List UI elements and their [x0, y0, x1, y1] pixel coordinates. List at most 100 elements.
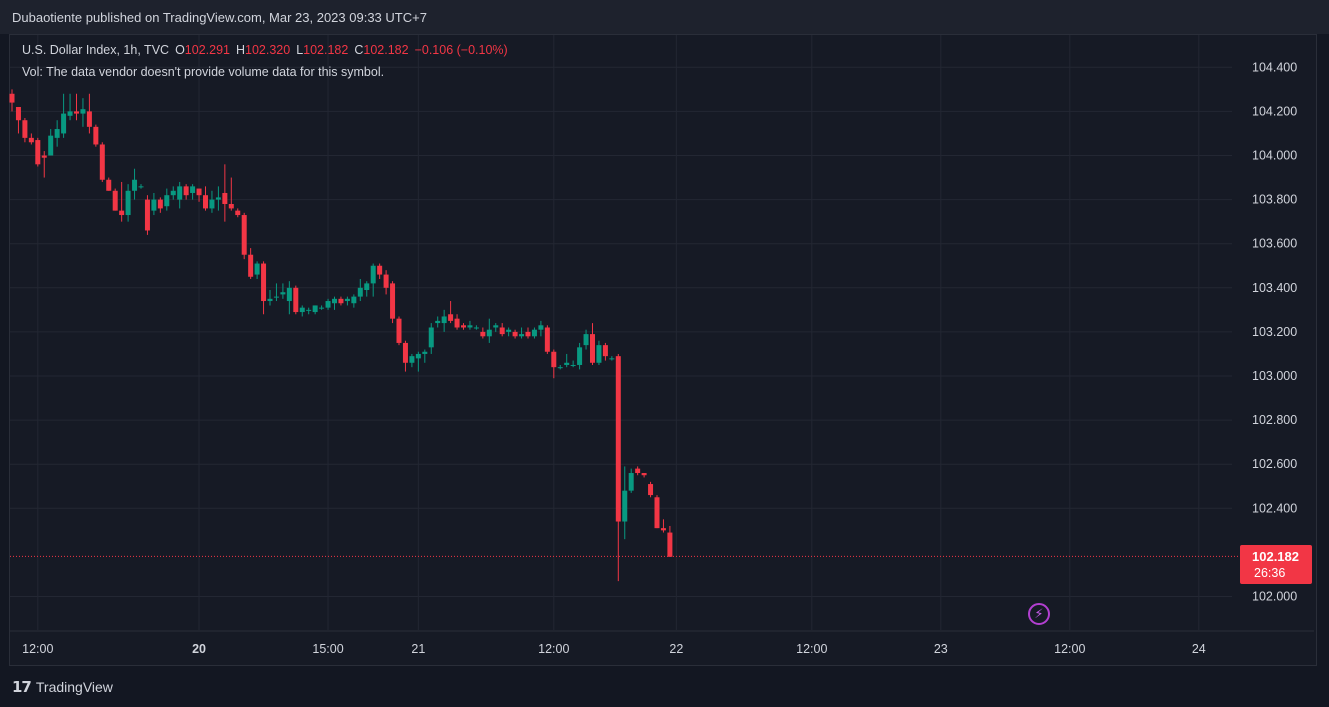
chart-frame[interactable] — [9, 34, 1317, 666]
x-tick-label: 23 — [934, 642, 948, 656]
high-label: H — [235, 43, 246, 57]
x-tick-label: 15:00 — [312, 642, 343, 656]
x-tick-label: 24 — [1192, 642, 1206, 656]
candle-body — [22, 120, 28, 138]
candle-body — [190, 186, 196, 193]
candle-body — [112, 190, 118, 211]
candle-body — [351, 296, 357, 304]
candle-body — [364, 283, 370, 291]
candle-body — [486, 329, 492, 337]
candle-body — [9, 93, 15, 103]
candle-body — [551, 351, 557, 368]
candle-body — [344, 298, 350, 302]
candle-body — [577, 347, 583, 365]
tradingview-brand[interactable]: 𝟭𝟳 TradingView — [12, 678, 113, 696]
candle-body — [544, 327, 550, 352]
lightning-icon[interactable]: ⚡ — [1028, 603, 1050, 625]
candle-body — [67, 111, 73, 116]
x-tick-label: 20 — [192, 642, 206, 656]
close-value: 102.182 — [363, 43, 409, 57]
open-value: 102.291 — [184, 43, 230, 57]
candle-body — [241, 215, 247, 255]
y-tick-label: 103.400 — [1252, 281, 1297, 295]
candle-body — [454, 318, 460, 328]
y-tick-label: 103.600 — [1252, 237, 1297, 251]
candle-body — [648, 484, 654, 496]
candle-body — [338, 298, 344, 304]
candle-body — [531, 329, 537, 337]
candle-body — [203, 195, 208, 209]
candle-body — [480, 331, 486, 337]
y-tick-label: 102.800 — [1252, 413, 1297, 427]
candle-body — [273, 296, 279, 298]
candle-body — [628, 473, 634, 491]
open-label: O — [175, 43, 185, 57]
y-tick-label: 104.400 — [1252, 60, 1297, 74]
candle-body — [596, 345, 602, 363]
candle-body — [228, 204, 234, 209]
candle-body — [525, 331, 531, 337]
candle-body — [86, 111, 92, 127]
candle-body — [602, 345, 608, 357]
x-tick-label: 12:00 — [1054, 642, 1085, 656]
candle-body — [74, 111, 79, 114]
symbol-label[interactable]: U.S. Dollar Index, 1h, TVC — [22, 43, 170, 57]
x-tick-label: 22 — [669, 642, 683, 656]
candle-body — [106, 179, 112, 191]
y-tick-label: 104.000 — [1252, 149, 1297, 163]
candle-body — [390, 283, 396, 319]
last-price-tag: 102.182 26:36 — [1240, 545, 1312, 584]
candle-body — [164, 195, 170, 207]
candle-body — [215, 197, 221, 200]
candle-body — [538, 325, 544, 330]
x-tick-label: 12:00 — [22, 642, 53, 656]
candle-body — [99, 144, 105, 180]
candle-body — [590, 334, 595, 363]
candle-body — [93, 126, 99, 145]
low-label: L — [296, 43, 304, 57]
candle-body — [415, 353, 421, 359]
bar-countdown: 26:36 — [1254, 566, 1286, 580]
candle-body — [48, 135, 54, 156]
candle-body — [119, 210, 125, 216]
high-value: 102.320 — [245, 43, 291, 57]
candle-body — [80, 109, 86, 114]
brand-name: TradingView — [35, 679, 113, 695]
candle-body — [132, 179, 138, 191]
candle-body — [615, 356, 621, 522]
candle-body — [557, 367, 563, 369]
candle-body — [196, 188, 202, 196]
candle-body — [448, 314, 454, 321]
y-tick-label: 102.400 — [1252, 501, 1297, 515]
candle-body — [499, 327, 505, 335]
x-tick-label: 21 — [411, 642, 425, 656]
candle-body — [151, 199, 157, 211]
change-value: −0.106 (−0.10%) — [414, 43, 508, 57]
candle-body — [157, 199, 163, 209]
candle-body — [332, 298, 337, 304]
candle-body — [299, 307, 305, 313]
candle-body — [512, 331, 518, 337]
candle-body — [319, 307, 325, 309]
tradingview-logo-icon: 𝟭𝟳 — [12, 679, 32, 696]
candle-body — [312, 305, 318, 313]
candle-body — [177, 186, 183, 200]
candle-body — [357, 287, 363, 297]
y-tick-label: 103.000 — [1252, 369, 1297, 383]
candle-body — [422, 351, 428, 354]
candle-body — [467, 325, 473, 328]
candle-body — [125, 190, 131, 216]
top-bar: Dubaotiente published on TradingView.com… — [0, 0, 1329, 34]
candle-body — [209, 199, 215, 209]
candle-body — [267, 298, 273, 302]
candle-body — [138, 186, 144, 188]
y-tick-label: 102.600 — [1252, 457, 1297, 471]
candle-body — [473, 327, 479, 329]
candle-body — [506, 329, 512, 332]
candle-body — [461, 325, 466, 328]
candle-body — [35, 140, 41, 165]
candle-body — [370, 265, 376, 284]
candle-body — [570, 364, 576, 366]
candle-body — [622, 490, 628, 522]
